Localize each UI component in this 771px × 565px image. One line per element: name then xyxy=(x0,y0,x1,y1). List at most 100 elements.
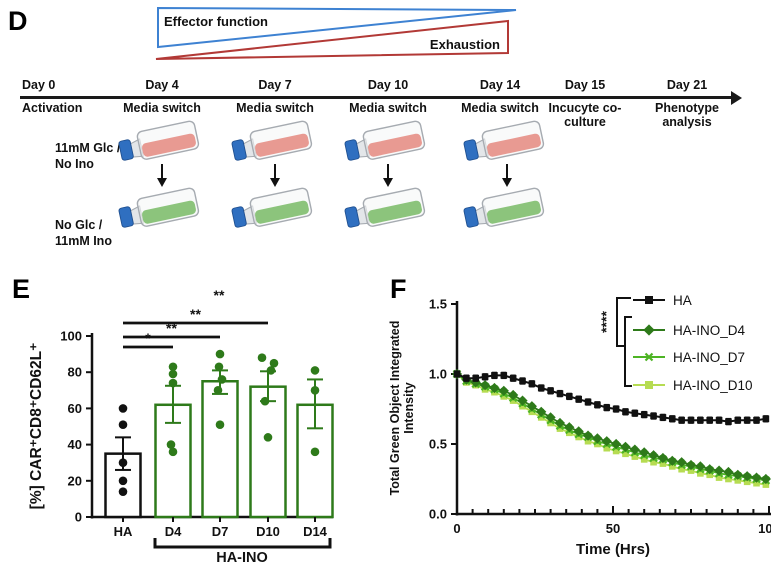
data-dot-D10 xyxy=(269,358,279,368)
media-switch-arrow-icon xyxy=(383,164,393,187)
data-point-HA xyxy=(509,374,517,382)
data-point-HA-INO_D10 xyxy=(622,450,629,458)
data-dot-D10 xyxy=(263,433,273,442)
data-point-HA xyxy=(687,416,695,424)
f-x-tick-label: 100 xyxy=(758,521,771,536)
significance-label: ** xyxy=(166,320,177,336)
data-point-HA-INO_D10 xyxy=(668,463,676,470)
data-point-HA-INO_D4 xyxy=(479,380,491,391)
flask-cap-icon xyxy=(463,206,479,228)
data-dot-D10 xyxy=(260,396,270,406)
timeline-event-incucyte: Incucyte co-culture xyxy=(548,101,622,130)
e-y-tick-label: 100 xyxy=(60,329,82,344)
legend-marker-HA xyxy=(645,296,653,304)
legend-marker-HA-INO_D4 xyxy=(643,324,655,336)
data-point-HA-INO_D10 xyxy=(603,444,611,452)
data-point-HA xyxy=(706,416,714,424)
bar-D7 xyxy=(201,380,239,519)
bar-D10 xyxy=(249,385,287,519)
series-line-HA-INO_D10 xyxy=(456,373,767,486)
e-y-tick-label: 20 xyxy=(68,473,82,488)
data-dot-D7 xyxy=(217,375,227,384)
legend-marker-HA-INO_D7 xyxy=(644,352,654,362)
flask-liquid-green xyxy=(254,200,309,224)
flask-cap-icon xyxy=(463,139,479,161)
e-y-tick-label: 0 xyxy=(75,510,82,525)
data-point-HA xyxy=(668,415,676,423)
timeline-event-mediaswitch-3: Media switch xyxy=(349,101,427,115)
data-point-HA-INO_D4 xyxy=(573,426,584,437)
flask-liquid-red xyxy=(254,133,309,157)
data-point-HA xyxy=(622,408,629,416)
series-line-HA-INO_D4 xyxy=(456,373,767,480)
data-point-HA-INO_D4 xyxy=(657,452,669,464)
data-point-HA-INO_D10 xyxy=(509,397,517,404)
media-switch-arrow-icon xyxy=(270,164,280,187)
data-point-HA-INO_D4 xyxy=(751,472,762,483)
data-point-HA xyxy=(762,415,770,423)
data-point-HA-INO_D10 xyxy=(697,470,704,477)
data-dot-HA xyxy=(118,458,128,467)
data-point-HA-INO_D10 xyxy=(678,465,685,473)
data-point-HA xyxy=(697,416,704,424)
series-line-HA-INO_D7 xyxy=(456,373,767,482)
data-dot-HA xyxy=(118,487,128,496)
timeline-arrowhead-icon xyxy=(731,90,742,105)
line-chart-green-object-intensity: 0.0 0.5 1.0 1.5 0 50 100 Time (Hrs) Total Green … xyxy=(388,293,771,558)
e-y-tick-label: 60 xyxy=(68,401,82,416)
data-point-HA-INO_D4 xyxy=(592,433,603,444)
f-y-tick-label: 1.0 xyxy=(429,367,447,382)
flask-graphic-red xyxy=(463,120,545,161)
media-label-inosine-line2: 11mM Ino xyxy=(55,234,112,249)
data-point-HA xyxy=(734,416,742,424)
timeline-axis xyxy=(20,96,733,99)
data-point-HA-INO_D10 xyxy=(725,475,732,483)
data-point-HA xyxy=(519,377,526,385)
flask-cap-icon xyxy=(231,206,247,228)
flask-red-day7 xyxy=(231,120,313,161)
flask-red-day4 xyxy=(118,120,200,161)
media-label-inosine: No Glc / 11mM Ino xyxy=(55,217,112,250)
e-category-label-D7: D7 xyxy=(212,524,229,539)
f-y-tick-label: 0.5 xyxy=(429,437,447,452)
flask-cap-icon xyxy=(118,206,134,228)
data-point-HA-INO_D10 xyxy=(547,419,554,427)
data-dot-D4 xyxy=(168,362,178,372)
data-point-HA-INO_D10 xyxy=(500,393,508,400)
data-point-HA-INO_D10 xyxy=(631,453,639,460)
data-point-HA xyxy=(715,416,723,424)
data-point-HA-INO_D10 xyxy=(528,408,536,416)
flask-liquid-green xyxy=(486,200,541,224)
media-label-glucose: 11mM Glc / No Ino xyxy=(55,140,120,173)
data-dot-D14 xyxy=(310,366,320,375)
e-y-axis-title: [%] CAR⁺CD8⁺CD62L⁺ xyxy=(28,343,45,510)
data-dot-HA xyxy=(118,476,128,486)
data-dot-D7 xyxy=(214,362,224,372)
data-point-HA-INO_D4 xyxy=(582,430,594,441)
data-point-HA xyxy=(528,380,536,388)
timeline-day-10: Day 10 xyxy=(367,78,409,92)
panel-f-label: F xyxy=(390,274,407,304)
e-y-tick-label: 40 xyxy=(68,437,82,452)
data-point-HA xyxy=(556,390,564,397)
data-point-HA xyxy=(650,412,657,420)
panel-d-label: D xyxy=(8,6,28,36)
effector-exhaustion-diagram: Effector function Exhaustion xyxy=(155,6,517,60)
e-category-label-HA: HA xyxy=(114,524,133,539)
ha-ino-bracket xyxy=(153,538,332,549)
data-point-HA-INO_D10 xyxy=(659,460,667,467)
data-point-HA xyxy=(537,384,545,392)
flask-green-day4 xyxy=(118,187,200,228)
data-point-HA xyxy=(594,401,601,409)
data-point-HA-INO_D10 xyxy=(584,437,592,445)
data-point-HA xyxy=(743,416,751,424)
timeline-day-14: Day 14 xyxy=(479,78,521,92)
data-point-HA-INO_D4 xyxy=(713,465,725,476)
flask-graphic-red xyxy=(118,120,200,161)
timeline-day-7: Day 7 xyxy=(258,78,292,92)
data-point-HA xyxy=(640,411,648,418)
flask-liquid-red xyxy=(141,133,196,157)
data-point-HA-INO_D10 xyxy=(753,479,760,487)
flask-red-day14 xyxy=(463,120,545,161)
data-point-HA xyxy=(566,393,573,400)
